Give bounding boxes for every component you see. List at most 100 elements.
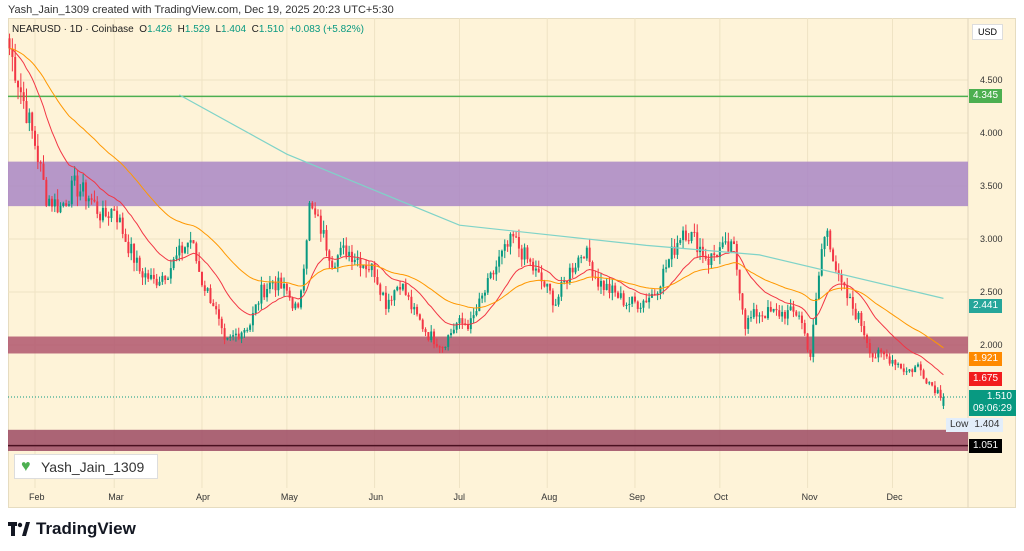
candle-body xyxy=(376,277,379,285)
candle-body xyxy=(540,272,543,282)
candle-body xyxy=(534,268,537,271)
candle-body xyxy=(288,290,291,298)
candle-body xyxy=(268,282,271,289)
candle-body xyxy=(880,349,883,352)
candle-body xyxy=(792,306,795,312)
symbol-name[interactable]: NEARUSD · 1D · Coinbase xyxy=(12,24,134,35)
candle-body xyxy=(246,329,249,331)
candle-body xyxy=(249,325,252,330)
candle-body xyxy=(186,242,189,248)
price-label-text: 1.921 xyxy=(973,353,999,364)
candle-body xyxy=(523,247,526,260)
candle-body xyxy=(591,262,594,277)
candle-body xyxy=(322,229,325,234)
candle-body xyxy=(45,179,48,206)
candle-body xyxy=(472,315,475,319)
candle-body xyxy=(574,267,577,273)
candle-body xyxy=(815,298,818,325)
candle-body xyxy=(489,272,492,279)
candle-body xyxy=(583,257,586,259)
chart-pane[interactable] xyxy=(8,18,1016,508)
close-value: 1.510 xyxy=(258,24,284,35)
candle-body xyxy=(96,201,99,214)
candle-body xyxy=(772,308,775,312)
candle-body xyxy=(718,247,721,258)
candle-body xyxy=(183,247,186,253)
price-label: 1.921 xyxy=(969,352,1003,366)
candle-body xyxy=(526,247,529,260)
candle-body xyxy=(62,203,65,206)
brand-text: TradingView xyxy=(36,519,136,538)
candle-body xyxy=(914,366,917,373)
candle-body xyxy=(328,250,331,261)
candle-body xyxy=(223,328,226,340)
y-tick-label: 3.000 xyxy=(980,234,1003,244)
candle-body xyxy=(738,269,741,294)
candle-body xyxy=(764,315,767,319)
candle-body xyxy=(28,112,31,124)
candle-body xyxy=(84,182,87,202)
candle-body xyxy=(682,230,685,241)
candle-body xyxy=(152,274,155,279)
candle-body xyxy=(710,253,713,265)
candle-body xyxy=(59,205,62,213)
candle-body xyxy=(277,277,280,291)
candle-body xyxy=(39,162,42,164)
candle-body xyxy=(481,295,484,299)
candle-body xyxy=(427,332,430,341)
candle-body xyxy=(356,258,359,260)
candle-body xyxy=(48,198,51,206)
candle-body xyxy=(413,306,416,310)
credit-text: Yash_Jain_1309 created with TradingView.… xyxy=(8,4,394,16)
candle-body xyxy=(56,199,59,213)
candle-body xyxy=(370,263,373,271)
currency-button[interactable]: USD xyxy=(972,24,1004,40)
candle-body xyxy=(73,175,76,181)
candle-body xyxy=(116,210,119,223)
candle-body xyxy=(492,272,495,275)
candle-body xyxy=(87,198,90,202)
low-marker-value: 1.404 xyxy=(974,418,1000,430)
candle-body xyxy=(379,284,382,295)
price-chart[interactable]: 4.500 4.000 3.500 3.000 2.500 2.000 Feb Mar Apr M… xyxy=(8,18,1016,508)
x-tick-label: Dec xyxy=(886,492,903,502)
candle-body xyxy=(333,266,336,268)
candle-body xyxy=(611,285,614,293)
heart-icon: ♥ xyxy=(21,457,31,475)
candle-body xyxy=(118,217,121,223)
candle-body xyxy=(240,332,243,339)
candle-body xyxy=(263,284,266,298)
candle-body xyxy=(302,268,305,291)
candle-body xyxy=(608,283,611,293)
candle-body xyxy=(580,257,583,259)
candle-body xyxy=(673,246,676,255)
candle-body xyxy=(749,317,752,319)
candle-body xyxy=(837,270,840,275)
candle-body xyxy=(857,312,860,320)
price-label-text: 2.441 xyxy=(973,300,999,311)
candle-body xyxy=(300,290,303,308)
candle-body xyxy=(237,333,240,339)
candle-body xyxy=(500,250,503,257)
candle-body xyxy=(755,309,758,317)
candle-body xyxy=(826,230,829,237)
candle-body xyxy=(407,294,410,297)
candle-body xyxy=(172,259,175,269)
candle-body xyxy=(724,241,727,243)
candle-body xyxy=(232,335,235,337)
candle-body xyxy=(367,269,370,271)
candle-body xyxy=(537,268,540,273)
candle-body xyxy=(758,315,761,317)
x-tick-label: Jul xyxy=(454,492,466,502)
candle-body xyxy=(628,303,631,305)
candle-body xyxy=(8,38,11,49)
candle-body xyxy=(735,244,738,270)
candle-body xyxy=(195,243,198,262)
candle-body xyxy=(803,323,806,334)
candle-body xyxy=(280,277,283,289)
candle-body xyxy=(433,331,436,345)
price-label: 1.051 xyxy=(969,438,1003,453)
tradingview-logo[interactable]: TradingView xyxy=(8,519,136,539)
candle-body xyxy=(551,290,554,306)
candle-body xyxy=(305,240,308,269)
